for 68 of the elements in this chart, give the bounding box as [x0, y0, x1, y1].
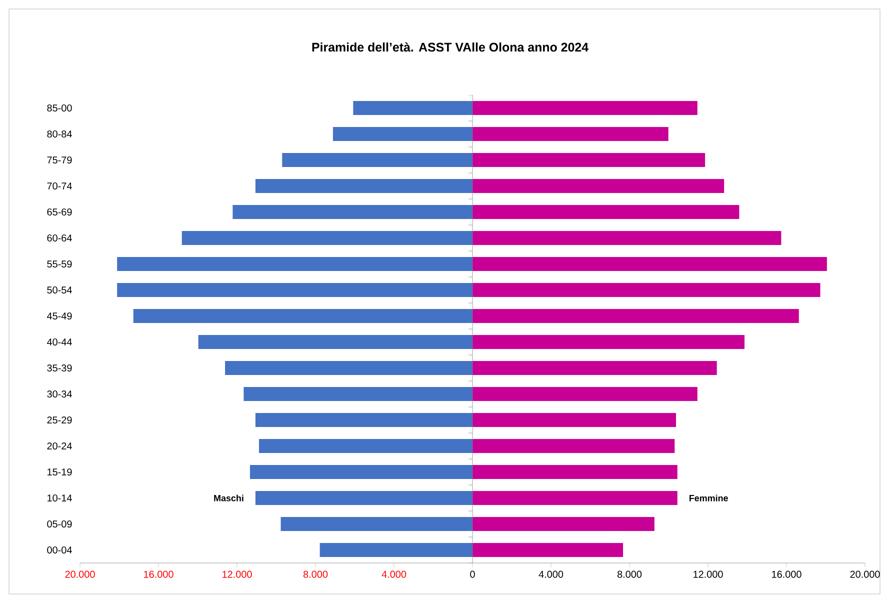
- y-tick-label: 85-00: [47, 104, 72, 112]
- bar: [472, 309, 799, 324]
- x-tick-label: 20.000: [850, 570, 880, 578]
- bar: [117, 257, 473, 272]
- bar: [472, 257, 827, 272]
- y-tick-label: 45-49: [46, 312, 72, 320]
- bar: [255, 491, 473, 506]
- x-tick-label: 16.000: [144, 570, 174, 578]
- y-tick-label: 05-09: [47, 520, 72, 528]
- y-tick-label: 00-04: [47, 546, 72, 554]
- bar: [255, 179, 473, 193]
- series-label: Maschi: [214, 494, 244, 502]
- x-tick-label: 0: [470, 570, 475, 578]
- bar: [133, 309, 473, 324]
- y-tick-label: 40-44: [46, 338, 72, 346]
- x-tick-label: 8.000: [303, 570, 328, 578]
- bar: [258, 439, 473, 454]
- bar: [472, 543, 624, 558]
- y-tick-label: 30-34: [47, 390, 72, 398]
- x-tick-label: 8.000: [617, 570, 642, 578]
- x-tick-label: 4.000: [382, 570, 406, 578]
- bar: [472, 387, 698, 402]
- y-tick-label: 70-74: [47, 182, 72, 190]
- bar: [472, 283, 820, 298]
- y-tick-label: 50-54: [47, 286, 72, 294]
- bar: [255, 413, 473, 428]
- bar: [472, 127, 668, 141]
- bar: [198, 335, 473, 350]
- y-tick-label: 20-24: [47, 442, 72, 450]
- y-tick-label: 60-64: [47, 234, 72, 242]
- x-tick-label: 4.000: [538, 570, 564, 578]
- bar: [472, 179, 724, 193]
- bar: [250, 465, 473, 480]
- bar: [232, 205, 473, 220]
- y-tick-label: 25-29: [47, 416, 72, 424]
- y-tick-label: 75-79: [47, 156, 72, 164]
- x-tick-label: 20.000: [65, 570, 95, 578]
- bar: [472, 413, 676, 428]
- bar: [472, 205, 740, 220]
- bar: [472, 335, 745, 350]
- bar: [472, 491, 678, 506]
- x-tick-label: 12.000: [694, 570, 723, 578]
- y-tick-label: 65-69: [47, 208, 72, 216]
- bar: [353, 101, 473, 115]
- y-tick-label: 15-19: [48, 468, 72, 476]
- bar: [282, 153, 473, 167]
- bar: [182, 231, 473, 246]
- bar: [244, 387, 473, 402]
- x-tick-label: 16.000: [772, 570, 802, 578]
- bar: [332, 127, 473, 141]
- bar: [472, 101, 698, 115]
- bar: [472, 439, 675, 454]
- bar: [472, 465, 678, 480]
- chart-title: Piramide dell’età. ASST VAlle Olona anno 2024: [312, 42, 588, 52]
- bar: [472, 517, 654, 532]
- bar: [320, 543, 473, 558]
- bar: [117, 283, 473, 298]
- bar: [472, 153, 706, 167]
- y-tick-label: 55-59: [47, 260, 72, 268]
- bar: [280, 517, 473, 532]
- bar: [472, 231, 782, 246]
- y-tick-label: 10-14: [48, 494, 72, 502]
- bar: [472, 361, 717, 376]
- y-tick-label: 35-39: [47, 364, 72, 372]
- bar: [225, 361, 473, 376]
- series-label: Femmine: [690, 494, 728, 502]
- y-tick-label: 80-84: [47, 130, 72, 138]
- x-tick-label: 12.000: [222, 570, 252, 578]
